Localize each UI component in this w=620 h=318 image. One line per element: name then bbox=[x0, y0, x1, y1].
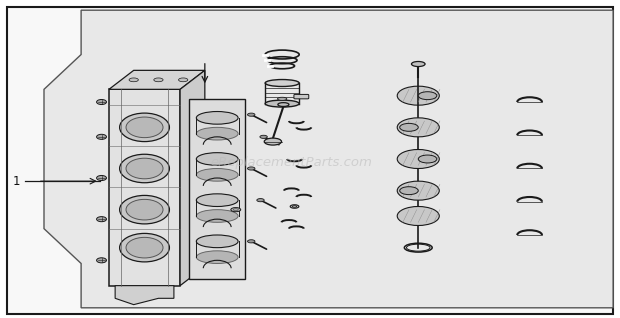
Ellipse shape bbox=[400, 123, 419, 131]
Ellipse shape bbox=[126, 199, 163, 220]
Ellipse shape bbox=[197, 235, 238, 248]
Ellipse shape bbox=[290, 205, 299, 208]
Ellipse shape bbox=[120, 154, 169, 183]
Ellipse shape bbox=[120, 233, 169, 262]
Ellipse shape bbox=[418, 155, 437, 163]
Ellipse shape bbox=[278, 97, 287, 100]
Text: eReplacementParts.com: eReplacementParts.com bbox=[211, 156, 373, 169]
Ellipse shape bbox=[197, 251, 238, 264]
Ellipse shape bbox=[197, 169, 238, 181]
Polygon shape bbox=[115, 286, 174, 305]
FancyBboxPatch shape bbox=[189, 99, 245, 279]
Ellipse shape bbox=[126, 117, 163, 138]
Ellipse shape bbox=[397, 206, 440, 225]
Ellipse shape bbox=[257, 198, 264, 202]
Circle shape bbox=[97, 258, 107, 263]
Polygon shape bbox=[180, 70, 205, 286]
Ellipse shape bbox=[126, 158, 163, 179]
Circle shape bbox=[97, 217, 107, 222]
Ellipse shape bbox=[247, 240, 255, 243]
Ellipse shape bbox=[197, 112, 238, 124]
Ellipse shape bbox=[412, 61, 425, 66]
Ellipse shape bbox=[265, 100, 299, 107]
Text: 1: 1 bbox=[12, 175, 20, 188]
Circle shape bbox=[97, 176, 107, 181]
Ellipse shape bbox=[247, 167, 255, 170]
FancyBboxPatch shape bbox=[109, 89, 180, 286]
Ellipse shape bbox=[197, 194, 238, 206]
Ellipse shape bbox=[247, 113, 255, 116]
Ellipse shape bbox=[120, 195, 169, 224]
Ellipse shape bbox=[397, 86, 440, 105]
Circle shape bbox=[97, 134, 107, 139]
Ellipse shape bbox=[179, 78, 188, 82]
Ellipse shape bbox=[120, 113, 169, 142]
Ellipse shape bbox=[126, 237, 163, 258]
Polygon shape bbox=[109, 70, 205, 89]
Ellipse shape bbox=[129, 78, 138, 82]
Ellipse shape bbox=[260, 135, 267, 138]
Ellipse shape bbox=[197, 127, 238, 140]
Ellipse shape bbox=[264, 138, 281, 145]
Ellipse shape bbox=[397, 181, 440, 200]
Ellipse shape bbox=[418, 92, 437, 100]
Ellipse shape bbox=[154, 78, 163, 82]
Ellipse shape bbox=[397, 149, 440, 169]
Ellipse shape bbox=[397, 118, 440, 137]
Ellipse shape bbox=[400, 187, 419, 195]
Circle shape bbox=[97, 100, 107, 105]
Ellipse shape bbox=[231, 208, 241, 212]
Ellipse shape bbox=[278, 103, 289, 107]
Ellipse shape bbox=[197, 153, 238, 165]
Polygon shape bbox=[44, 10, 613, 308]
Ellipse shape bbox=[265, 80, 299, 86]
Ellipse shape bbox=[197, 210, 238, 222]
FancyBboxPatch shape bbox=[294, 94, 309, 99]
